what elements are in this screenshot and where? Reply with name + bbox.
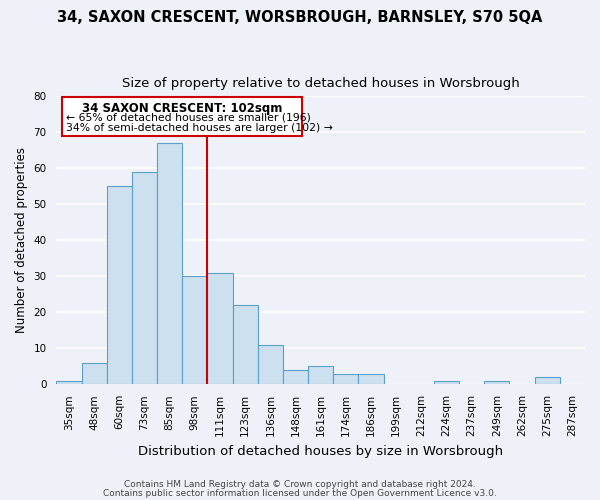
Bar [258,344,283,385]
Bar [308,366,333,384]
Bar [333,374,358,384]
Y-axis label: Number of detached properties: Number of detached properties [15,147,28,333]
Bar [157,142,182,384]
Text: 34 SAXON CRESCENT: 102sqm: 34 SAXON CRESCENT: 102sqm [82,102,282,114]
Text: 34, SAXON CRESCENT, WORSBROUGH, BARNSLEY, S70 5QA: 34, SAXON CRESCENT, WORSBROUGH, BARNSLEY… [58,10,542,25]
X-axis label: Distribution of detached houses by size in Worsbrough: Distribution of detached houses by size … [138,444,503,458]
Bar [56,380,82,384]
FancyBboxPatch shape [62,98,302,136]
Bar [132,172,157,384]
Text: Contains public sector information licensed under the Open Government Licence v3: Contains public sector information licen… [103,488,497,498]
Text: Contains HM Land Registry data © Crown copyright and database right 2024.: Contains HM Land Registry data © Crown c… [124,480,476,489]
Bar [182,276,208,384]
Bar [233,305,258,384]
Bar [535,377,560,384]
Bar [107,186,132,384]
Text: ← 65% of detached houses are smaller (196): ← 65% of detached houses are smaller (19… [66,112,311,122]
Bar [434,380,459,384]
Text: 34% of semi-detached houses are larger (102) →: 34% of semi-detached houses are larger (… [66,122,333,132]
Bar [484,380,509,384]
Bar [358,374,383,384]
Bar [208,272,233,384]
Title: Size of property relative to detached houses in Worsbrough: Size of property relative to detached ho… [122,78,520,90]
Bar [283,370,308,384]
Bar [82,362,107,384]
